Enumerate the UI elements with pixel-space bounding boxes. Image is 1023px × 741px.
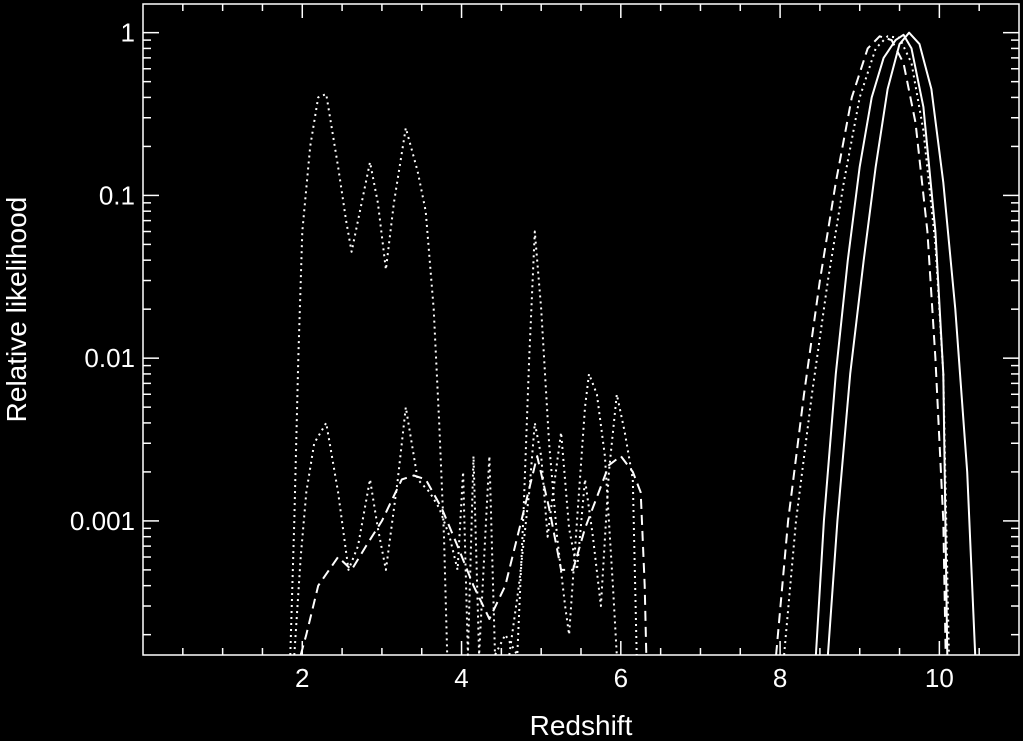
x-tick-label: 6 (614, 663, 628, 693)
x-tick-label: 10 (925, 663, 954, 693)
labels-layer: 2 4 6 8 10 0.001 0.01 0.1 1 (70, 18, 954, 693)
x-tick-label: 2 (295, 663, 309, 693)
plot-frame (142, 3, 1020, 656)
y-tick-label: 0.1 (99, 180, 135, 210)
y-tick-label: 0.01 (84, 343, 135, 373)
series-line-5 (775, 35, 947, 656)
x-tick-label: 4 (454, 663, 468, 693)
y-tick-label: 0.001 (70, 506, 135, 536)
y-axis-title: Relative likelihood (1, 197, 32, 423)
series-line-1 (289, 93, 449, 656)
x-tick-label: 8 (773, 663, 787, 693)
ticks-layer (143, 4, 1019, 655)
series-line-8 (826, 31, 977, 656)
y-tick-label: 1 (121, 18, 135, 48)
series-line-7 (814, 33, 949, 656)
x-axis-title: Redshift (530, 710, 633, 741)
series-line-6 (783, 35, 950, 656)
series-line-4 (299, 455, 648, 656)
series-layer (289, 31, 977, 656)
series-line-3 (508, 393, 638, 656)
series-line-2 (293, 230, 618, 656)
